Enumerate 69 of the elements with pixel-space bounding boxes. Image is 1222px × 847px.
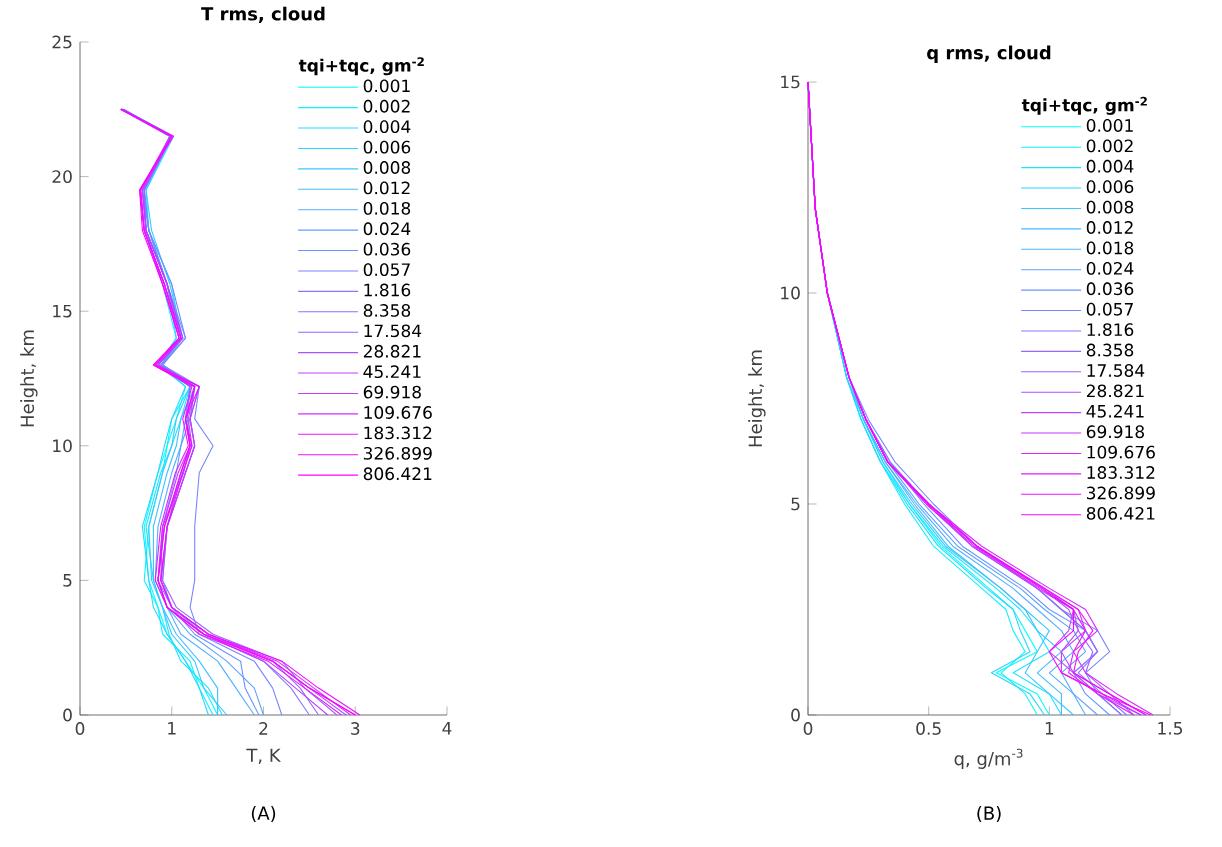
legend-label: 183.312 bbox=[364, 426, 432, 440]
legend-label: 0.001 bbox=[1086, 119, 1133, 132]
chart-title: q rms, cloud bbox=[927, 45, 1051, 63]
legend-label: 109.676 bbox=[364, 406, 432, 419]
y-tick-label: 0 bbox=[791, 708, 800, 722]
legend-label: 109.676 bbox=[1087, 445, 1155, 459]
legend-label: 69.918 bbox=[1086, 425, 1144, 439]
x-tick-label: 0 bbox=[75, 722, 85, 735]
legend-label: 17.584 bbox=[1087, 364, 1145, 377]
legend-label: 0.008 bbox=[363, 161, 411, 174]
x-axis-title: T, K bbox=[246, 748, 281, 764]
legend-label: 8.358 bbox=[363, 304, 411, 317]
legend-label: 0.008 bbox=[1086, 200, 1134, 214]
legend-label: 0.004 bbox=[1086, 159, 1134, 173]
y-tick-label: 10 bbox=[781, 286, 800, 300]
legend-label: 0.006 bbox=[363, 140, 411, 154]
x-tick-label: 1 bbox=[168, 722, 176, 735]
legend-label: 806.421 bbox=[363, 467, 432, 481]
legend-label: 0.018 bbox=[1086, 241, 1134, 255]
legend-label: 326.899 bbox=[363, 446, 432, 460]
legend-label: 0.004 bbox=[363, 120, 411, 134]
x-tick-label: 4 bbox=[442, 722, 452, 735]
legend-title: tqi+tqc, gm$^{-2}$ bbox=[1021, 96, 1147, 115]
legend-label: 8.358 bbox=[1086, 343, 1134, 357]
legend-label: 69.918 bbox=[363, 385, 421, 399]
text: (A) bbox=[251, 806, 276, 823]
x-tick-label: 1.5 bbox=[1158, 722, 1183, 735]
legend-label: 0.018 bbox=[363, 201, 411, 215]
x-axis-title: q, g/m$^{-3}$ bbox=[954, 748, 1023, 769]
y-tick-label: 25 bbox=[52, 35, 72, 49]
legend-label: 17.584 bbox=[364, 324, 422, 338]
y-tick-label: 5 bbox=[791, 497, 800, 511]
legend-label: 0.036 bbox=[1086, 282, 1134, 296]
y-tick-label: 0 bbox=[63, 708, 72, 722]
legend-label: 0.002 bbox=[1086, 139, 1133, 153]
legend-label: 45.241 bbox=[1086, 404, 1144, 418]
legend-label: 28.821 bbox=[1086, 384, 1144, 398]
text: (B) bbox=[977, 806, 1001, 823]
chart-title: T rms, cloud bbox=[201, 6, 325, 23]
legend-label: 0.006 bbox=[1086, 180, 1134, 194]
legend-label: 0.001 bbox=[363, 79, 410, 93]
legend-label: 806.421 bbox=[1086, 506, 1155, 520]
legend-label: 183.312 bbox=[1087, 466, 1155, 479]
legend-label: 28.821 bbox=[363, 344, 421, 358]
legend-label: 0.012 bbox=[363, 181, 410, 195]
y-tick-label: 5 bbox=[63, 574, 72, 587]
y-tick-label: 10 bbox=[53, 439, 72, 453]
y-axis-title: Height, km bbox=[748, 350, 766, 447]
y-tick-label: 15 bbox=[53, 304, 72, 318]
legend-label: 0.057 bbox=[1086, 302, 1133, 316]
x-tick-label: 0 bbox=[803, 722, 813, 735]
x-tick-label: 2 bbox=[259, 722, 268, 735]
legend-label: 1.816 bbox=[364, 283, 411, 297]
legend-label: 0.024 bbox=[1086, 261, 1134, 275]
legend-label: 0.024 bbox=[363, 222, 411, 236]
legend-label: 45.241 bbox=[363, 365, 421, 379]
x-tick-label: 0.5 bbox=[916, 722, 941, 735]
legend-label: 0.012 bbox=[1086, 221, 1133, 234]
legend-label: 1.816 bbox=[1087, 323, 1134, 337]
y-tick-label: 15 bbox=[781, 75, 800, 89]
y-axis-title: Height, km bbox=[20, 330, 38, 427]
x-tick-label: 1 bbox=[1045, 722, 1054, 735]
legend-label: 0.036 bbox=[363, 242, 411, 256]
x-tick-label: 3 bbox=[351, 722, 360, 735]
y-tick-label: 20 bbox=[52, 170, 72, 184]
legend-label: 326.899 bbox=[1086, 486, 1155, 500]
legend-label: 0.057 bbox=[363, 263, 410, 277]
legend-label: 0.002 bbox=[363, 99, 410, 113]
legend-title: tqi+tqc, gm$^{-2}$ bbox=[298, 57, 424, 76]
